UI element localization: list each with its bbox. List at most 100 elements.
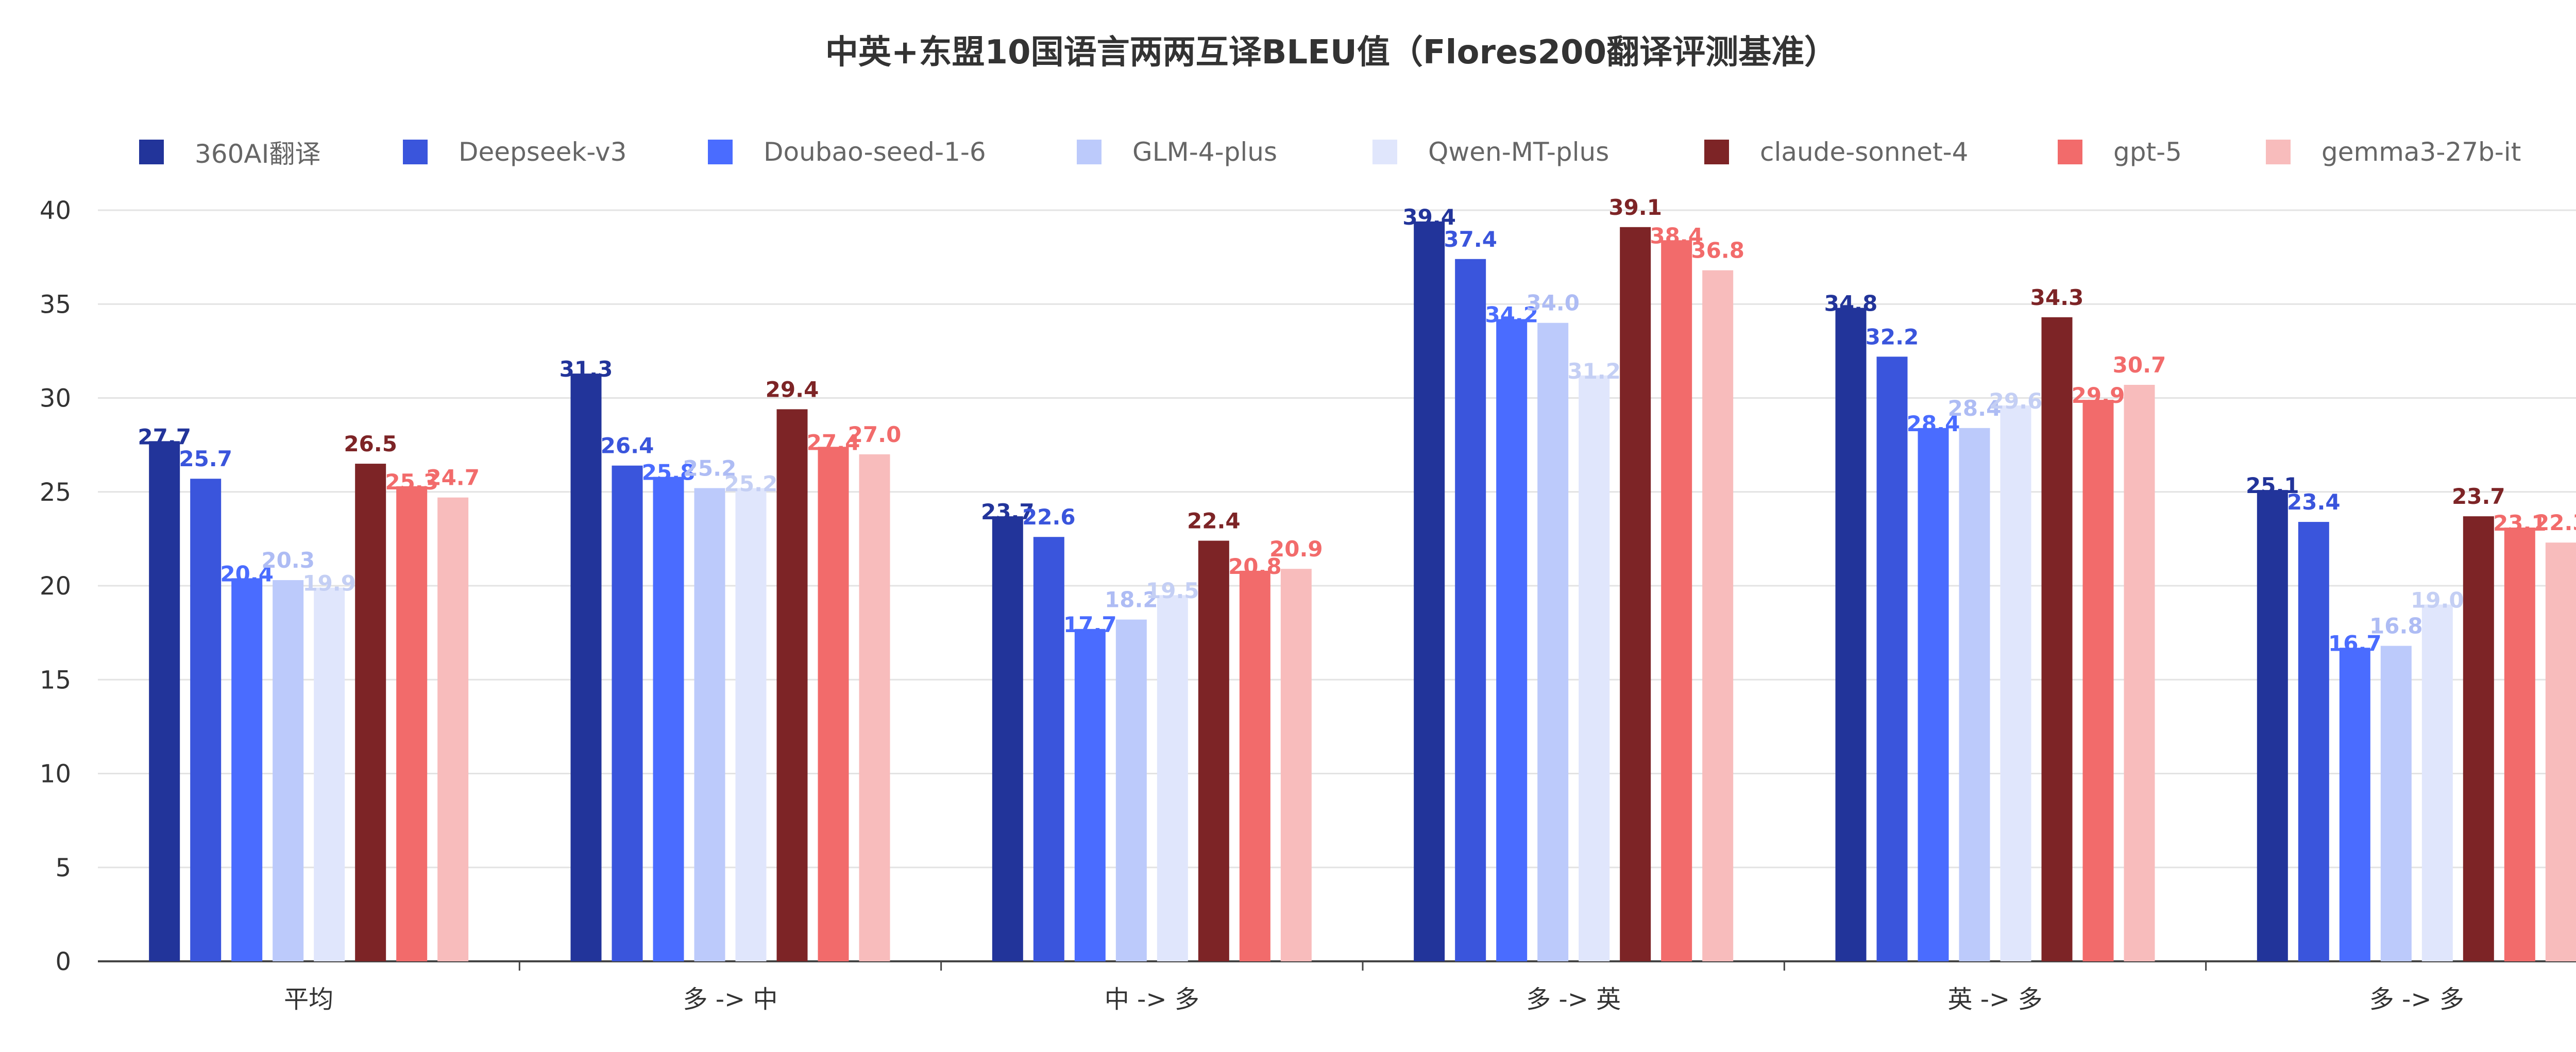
- bar[interactable]: [437, 497, 469, 961]
- bar[interactable]: [396, 486, 428, 961]
- bar[interactable]: [2082, 400, 2114, 961]
- data-label: 26.4: [601, 433, 654, 459]
- data-label: 16.8: [2369, 614, 2423, 639]
- bar[interactable]: [1537, 323, 1569, 962]
- bar[interactable]: [735, 488, 767, 961]
- bar[interactable]: [612, 465, 643, 961]
- bar[interactable]: [355, 464, 386, 961]
- legend-swatch: [1077, 140, 1101, 164]
- legend-item-360ai[interactable]: 360AI翻译: [139, 131, 320, 173]
- data-label: 27.0: [848, 422, 902, 447]
- data-label: 23.7: [2452, 484, 2505, 509]
- data-label: 26.5: [344, 431, 397, 456]
- data-label: 20.4: [220, 561, 274, 586]
- data-label: 32.2: [1866, 324, 1919, 349]
- data-label: 29.4: [766, 377, 819, 402]
- bar[interactable]: [818, 447, 849, 961]
- bar[interactable]: [1496, 319, 1528, 962]
- data-label: 20.3: [261, 548, 315, 573]
- data-label: 34.2: [1485, 302, 1538, 327]
- y-tick-label: 35: [40, 290, 71, 319]
- bar[interactable]: [1876, 357, 1908, 961]
- bar[interactable]: [2000, 405, 2031, 961]
- data-label: 25.2: [683, 455, 737, 481]
- legend: 360AI翻译 Deepseek-v3 Doubao-seed-1-6 GLM-…: [0, 131, 2576, 173]
- legend-label: Doubao-seed-1-6: [764, 137, 986, 167]
- bar[interactable]: [1280, 569, 1312, 961]
- bar[interactable]: [694, 488, 725, 961]
- bar[interactable]: [2463, 516, 2494, 961]
- legend-item-claude[interactable]: claude-sonnet-4: [1704, 131, 1969, 173]
- legend-item-deepseek[interactable]: Deepseek-v3: [403, 131, 626, 173]
- data-label: 25.8: [642, 460, 696, 485]
- data-label: 25.3: [385, 469, 438, 495]
- bar[interactable]: [2257, 490, 2288, 961]
- bar[interactable]: [1661, 240, 1692, 961]
- bar[interactable]: [570, 374, 602, 961]
- bar[interactable]: [859, 454, 890, 961]
- legend-swatch: [1372, 140, 1397, 164]
- bar[interactable]: [1835, 308, 1867, 961]
- data-label: 22.6: [1022, 504, 1076, 530]
- bar[interactable]: [2298, 522, 2329, 961]
- legend-item-qwen[interactable]: Qwen-MT-plus: [1372, 131, 1609, 173]
- legend-item-glm[interactable]: GLM-4-plus: [1077, 131, 1277, 173]
- bar[interactable]: [1157, 595, 1188, 961]
- bar[interactable]: [2504, 528, 2535, 961]
- bar[interactable]: [190, 479, 222, 961]
- data-label: 39.4: [1402, 205, 1456, 230]
- legend-item-doubao[interactable]: Doubao-seed-1-6: [708, 131, 986, 173]
- data-label: 19.5: [1146, 578, 1199, 603]
- bar[interactable]: [231, 578, 263, 961]
- bar[interactable]: [1455, 259, 1486, 961]
- legend-label: 360AI翻译: [195, 139, 321, 169]
- bar[interactable]: [776, 409, 808, 961]
- bar[interactable]: [149, 441, 180, 961]
- data-label: 23.7: [981, 499, 1035, 524]
- bar[interactable]: [1198, 540, 1229, 961]
- data-label: 34.8: [1824, 291, 1878, 316]
- bar[interactable]: [2545, 542, 2576, 961]
- bar[interactable]: [1239, 570, 1270, 961]
- bar[interactable]: [653, 477, 684, 961]
- bar[interactable]: [1115, 619, 1147, 961]
- bar[interactable]: [2041, 317, 2073, 961]
- bar[interactable]: [1702, 270, 1734, 961]
- data-label: 25.7: [179, 446, 232, 471]
- bar[interactable]: [2421, 604, 2453, 961]
- y-tick-label: 10: [40, 760, 71, 789]
- bar[interactable]: [273, 580, 304, 961]
- bar[interactable]: [992, 516, 1023, 961]
- bar[interactable]: [2339, 648, 2370, 961]
- legend-swatch: [1704, 140, 1729, 164]
- data-label: 27.7: [138, 424, 191, 449]
- bar[interactable]: [1033, 537, 1064, 961]
- legend-swatch: [2058, 140, 2082, 164]
- bar[interactable]: [1620, 227, 1651, 962]
- y-tick-label: 20: [40, 572, 71, 601]
- data-label: 28.4: [1907, 411, 1960, 436]
- legend-item-gemma[interactable]: gemma3-27b-it: [2266, 131, 2521, 173]
- legend-label: GLM-4-plus: [1132, 137, 1278, 167]
- bar[interactable]: [1414, 221, 1445, 961]
- y-tick-label: 40: [40, 196, 71, 225]
- y-tick-label: 0: [55, 947, 71, 976]
- bar[interactable]: [2124, 384, 2155, 961]
- bar[interactable]: [1959, 428, 1990, 961]
- bar[interactable]: [314, 587, 345, 961]
- bar[interactable]: [1579, 375, 1610, 961]
- bar[interactable]: [1918, 428, 1949, 961]
- chart-title: 中英+东盟10国语言两两互译BLEU值（Flores200翻译评测基准）: [825, 33, 1838, 72]
- legend-item-gpt5[interactable]: gpt-5: [2058, 131, 2182, 173]
- legend-swatch: [139, 140, 164, 164]
- bar[interactable]: [2380, 646, 2412, 961]
- data-label: 31.3: [560, 357, 613, 382]
- y-tick-label: 25: [40, 478, 71, 507]
- legend-label: Deepseek-v3: [459, 137, 627, 167]
- data-label: 34.3: [2030, 285, 2084, 310]
- x-tick-label: 平均: [284, 985, 333, 1014]
- data-label: 20.8: [1228, 554, 1282, 579]
- bar[interactable]: [1074, 629, 1106, 961]
- data-label: 37.4: [1444, 227, 1497, 252]
- data-label: 19.0: [2411, 587, 2464, 613]
